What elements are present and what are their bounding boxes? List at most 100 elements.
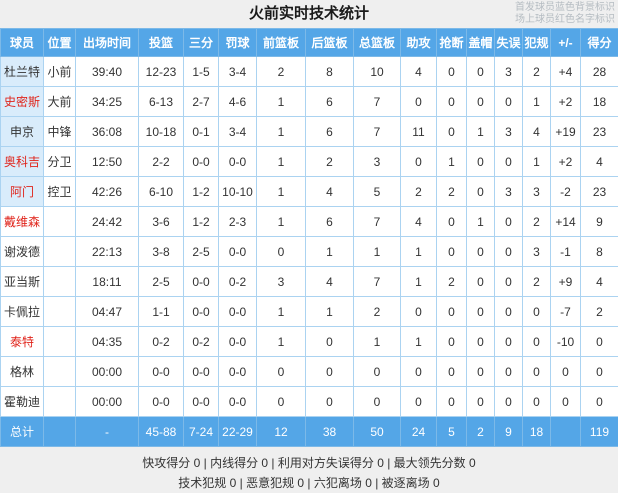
column-header: 犯规	[523, 29, 551, 57]
stat-cell: 0	[437, 297, 467, 327]
column-header: 球员	[1, 29, 44, 57]
legend: 首发球员蓝色背景标识 场上球员红色名字标识	[515, 2, 615, 26]
stat-cell: 0-1	[184, 117, 219, 147]
column-header: 盖帽	[467, 29, 495, 57]
stat-cell	[44, 207, 76, 237]
stat-cell: 0	[495, 147, 523, 177]
stat-cell: 0	[523, 387, 551, 417]
stat-cell: 小前	[44, 57, 76, 87]
stat-cell: 04:47	[76, 297, 139, 327]
stat-cell: 0	[401, 387, 437, 417]
stat-cell: 0-0	[184, 147, 219, 177]
stat-cell: 0	[257, 357, 306, 387]
stat-cell: 34:25	[76, 87, 139, 117]
column-header: 三分	[184, 29, 219, 57]
stat-cell: 0-0	[184, 357, 219, 387]
legend-starter-note: 首发球员蓝色背景标识	[515, 2, 615, 14]
stat-cell: 7	[354, 117, 401, 147]
stat-cell: -1	[551, 237, 581, 267]
stat-cell: 4-6	[219, 87, 257, 117]
stat-cell: 1	[257, 297, 306, 327]
stat-cell: 0	[437, 87, 467, 117]
stat-cell: 2-5	[184, 237, 219, 267]
stat-cell: 45-88	[139, 417, 184, 447]
stat-cell: -7	[551, 297, 581, 327]
stat-cell: 3	[523, 177, 551, 207]
stat-cell: 6-10	[139, 177, 184, 207]
stat-cell: 0	[495, 237, 523, 267]
stat-cell: 2	[523, 57, 551, 87]
stat-cell: 分卫	[44, 147, 76, 177]
stat-cell: -	[76, 417, 139, 447]
stat-cell: +14	[551, 207, 581, 237]
stat-cell: 2	[354, 297, 401, 327]
stat-cell: 0	[551, 387, 581, 417]
stat-cell: 0	[467, 357, 495, 387]
player-name-cell: 霍勒迪	[1, 387, 44, 417]
stat-cell: 中锋	[44, 117, 76, 147]
stat-cell: 7-24	[184, 417, 219, 447]
stat-cell: 3-6	[139, 207, 184, 237]
stat-cell: 1	[523, 147, 551, 177]
stat-cell: 0-0	[139, 357, 184, 387]
stat-cell: 8	[581, 237, 618, 267]
stat-cell: 2	[437, 177, 467, 207]
stat-cell: 7	[354, 207, 401, 237]
stat-cell: 2	[306, 147, 354, 177]
stat-cell: 28	[581, 57, 618, 87]
stat-cell: 0-0	[219, 237, 257, 267]
stat-cell: 50	[354, 417, 401, 447]
header-row: 球员位置出场时间投篮三分罚球前篮板后篮板总篮板助攻抢断盖帽失误犯规+/-得分	[1, 29, 618, 57]
stat-cell: 0	[467, 327, 495, 357]
stat-cell: 0-2	[184, 327, 219, 357]
stat-cell: 12	[257, 417, 306, 447]
stat-cell: 2	[523, 207, 551, 237]
stat-cell: 0	[551, 357, 581, 387]
stat-cell: 18	[581, 87, 618, 117]
stat-cell	[44, 267, 76, 297]
stat-cell: 38	[306, 417, 354, 447]
column-header: 抢断	[437, 29, 467, 57]
stat-cell: 1	[354, 327, 401, 357]
stat-cell: 0	[437, 57, 467, 87]
column-header: 后篮板	[306, 29, 354, 57]
stat-cell: 1	[354, 237, 401, 267]
stat-cell: 0-0	[184, 297, 219, 327]
stat-cell: 2	[467, 417, 495, 447]
stat-cell: 5	[437, 417, 467, 447]
stat-cell: 控卫	[44, 177, 76, 207]
stat-cell: 0	[495, 87, 523, 117]
stat-cell: 36:08	[76, 117, 139, 147]
stat-cell: 1	[257, 117, 306, 147]
stat-cell: 1	[257, 327, 306, 357]
stat-cell: 0	[581, 327, 618, 357]
stat-cell: 0	[354, 357, 401, 387]
stat-cell: 3	[523, 237, 551, 267]
stat-cell: 00:00	[76, 357, 139, 387]
player-name-cell: 泰特	[1, 327, 44, 357]
stat-cell: 0-0	[184, 267, 219, 297]
player-name-cell: 谢泼德	[1, 237, 44, 267]
stat-cell: 0-0	[219, 327, 257, 357]
stat-cell: -2	[551, 177, 581, 207]
stat-cell	[551, 417, 581, 447]
stat-cell: 1	[257, 177, 306, 207]
stat-cell: 2	[257, 57, 306, 87]
stat-cell: 0	[467, 177, 495, 207]
stat-cell: 0	[495, 357, 523, 387]
stat-cell: 0-0	[184, 387, 219, 417]
stat-cell	[44, 237, 76, 267]
stat-cell: 1	[401, 267, 437, 297]
stat-cell: 4	[401, 57, 437, 87]
stat-cell: 24:42	[76, 207, 139, 237]
stat-cell: 1-5	[184, 57, 219, 87]
stat-cell: 0	[467, 297, 495, 327]
stat-cell: 4	[581, 267, 618, 297]
player-name-cell: 史密斯	[1, 87, 44, 117]
stat-cell: 0-0	[219, 357, 257, 387]
player-name-cell: 戴维森	[1, 207, 44, 237]
player-name-cell: 格林	[1, 357, 44, 387]
stat-cell: +2	[551, 87, 581, 117]
stat-cell: 1	[523, 87, 551, 117]
stat-cell: 9	[495, 417, 523, 447]
